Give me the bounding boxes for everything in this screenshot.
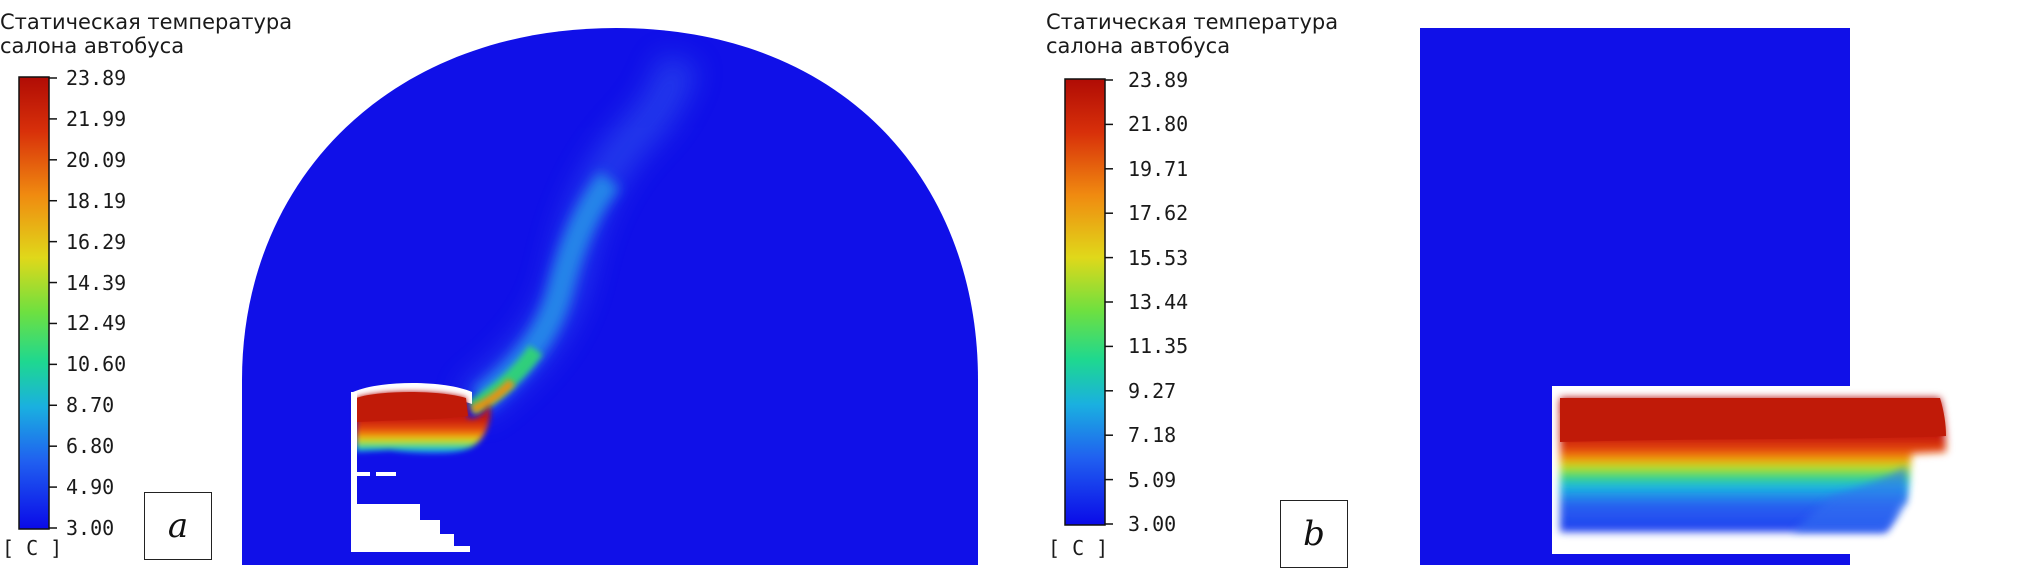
colorbar-a-tick-label: 23.89 — [66, 66, 127, 90]
colorbar-b-tick-label: 5.09 — [1128, 467, 1177, 492]
panel-label-box-a: a — [144, 492, 212, 560]
colorbar-b-tick-label: 15.53 — [1128, 245, 1189, 270]
panel-label-box-b: b — [1280, 500, 1348, 568]
colorbar-b — [1064, 78, 1113, 526]
legend-title-b-line1: Статическая температура — [1046, 10, 1339, 34]
legend-title-a-line1: Статическая температура — [0, 10, 293, 34]
colorbar-b-tick-label: 7.18 — [1128, 423, 1177, 448]
unit-label-b: [ C ] — [1048, 536, 1109, 560]
colorbar-b-tick-label: 21.80 — [1128, 112, 1189, 137]
contour-plot-b — [1420, 28, 1970, 565]
colorbar-a-tick-label: 21.99 — [66, 106, 127, 131]
colorbar-a — [18, 76, 57, 530]
colorbar-a-tick-label: 18.19 — [66, 188, 127, 213]
legend-title-b: Статическая температура салона автобуса — [1046, 10, 1338, 58]
colorbar-b-tick-label: 23.89 — [1128, 68, 1189, 92]
colorbar-b-tick-label: 11.35 — [1128, 334, 1189, 359]
panel-label-a: a — [167, 506, 189, 546]
colorbar-a-tick-label: 4.90 — [66, 475, 115, 500]
colorbar-b-tick-label: 19.71 — [1128, 156, 1189, 181]
colorbar-b-tick-label: 17.62 — [1128, 201, 1189, 226]
legend-title-b-line2: салона автобуса — [1046, 34, 1231, 58]
panel-label-b: b — [1303, 514, 1325, 554]
colorbar-b-tick-label: 3.00 — [1128, 512, 1177, 536]
colorbar-a-tick-label: 20.09 — [66, 147, 127, 172]
colorbar-a-tick-label: 16.29 — [66, 229, 127, 254]
unit-label-a: [ C ] — [2, 536, 63, 560]
colorbar-a-tick-label: 12.49 — [66, 311, 127, 336]
colorbar-a-tick-label: 3.00 — [66, 516, 115, 540]
colorbar-a-tick-label: 8.70 — [66, 393, 115, 418]
colorbar-a-tick-label: 14.39 — [66, 270, 127, 295]
colorbar-b-tick-label: 13.44 — [1128, 290, 1189, 314]
bus-cross-section-a — [351, 383, 491, 552]
legend-title-a: Статическая температура салона автобуса — [0, 10, 292, 58]
legend-title-a-line2: салона автобуса — [0, 34, 185, 58]
colorbar-a-tick-label: 10.60 — [66, 352, 127, 377]
colorbar-b-tick-label: 9.27 — [1128, 378, 1177, 403]
contour-plot-a — [242, 28, 978, 565]
colorbar-a-tick-label: 6.80 — [66, 434, 115, 459]
